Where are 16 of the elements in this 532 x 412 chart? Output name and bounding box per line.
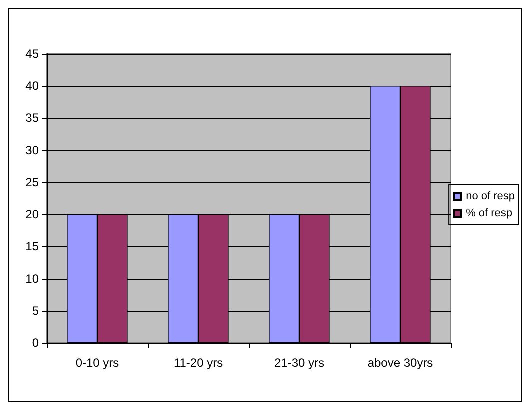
y-tick-label: 25 <box>26 175 40 190</box>
y-tick-label: 10 <box>26 272 40 286</box>
y-tick-label: 20 <box>26 208 40 222</box>
y-tick-label: 40 <box>26 79 40 94</box>
y-tick-label: 35 <box>26 111 40 126</box>
y-tick-label: 5 <box>32 304 40 318</box>
x-tick-label: above 30yrs <box>368 356 434 370</box>
x-tick-label: 11-20 yrs <box>174 356 224 370</box>
y-tick-label: 15 <box>26 240 40 254</box>
x-tick-label: 21-30 yrs <box>274 356 325 370</box>
y-tick-label: 30 <box>26 143 40 158</box>
y-tick-label: 0 <box>32 336 40 350</box>
y-tick-label: 45 <box>26 47 40 61</box>
legend-label: % of resp <box>466 208 513 220</box>
x-tick-label: 0-10 yrs <box>76 356 120 370</box>
legend-label: no of resp <box>466 190 515 202</box>
